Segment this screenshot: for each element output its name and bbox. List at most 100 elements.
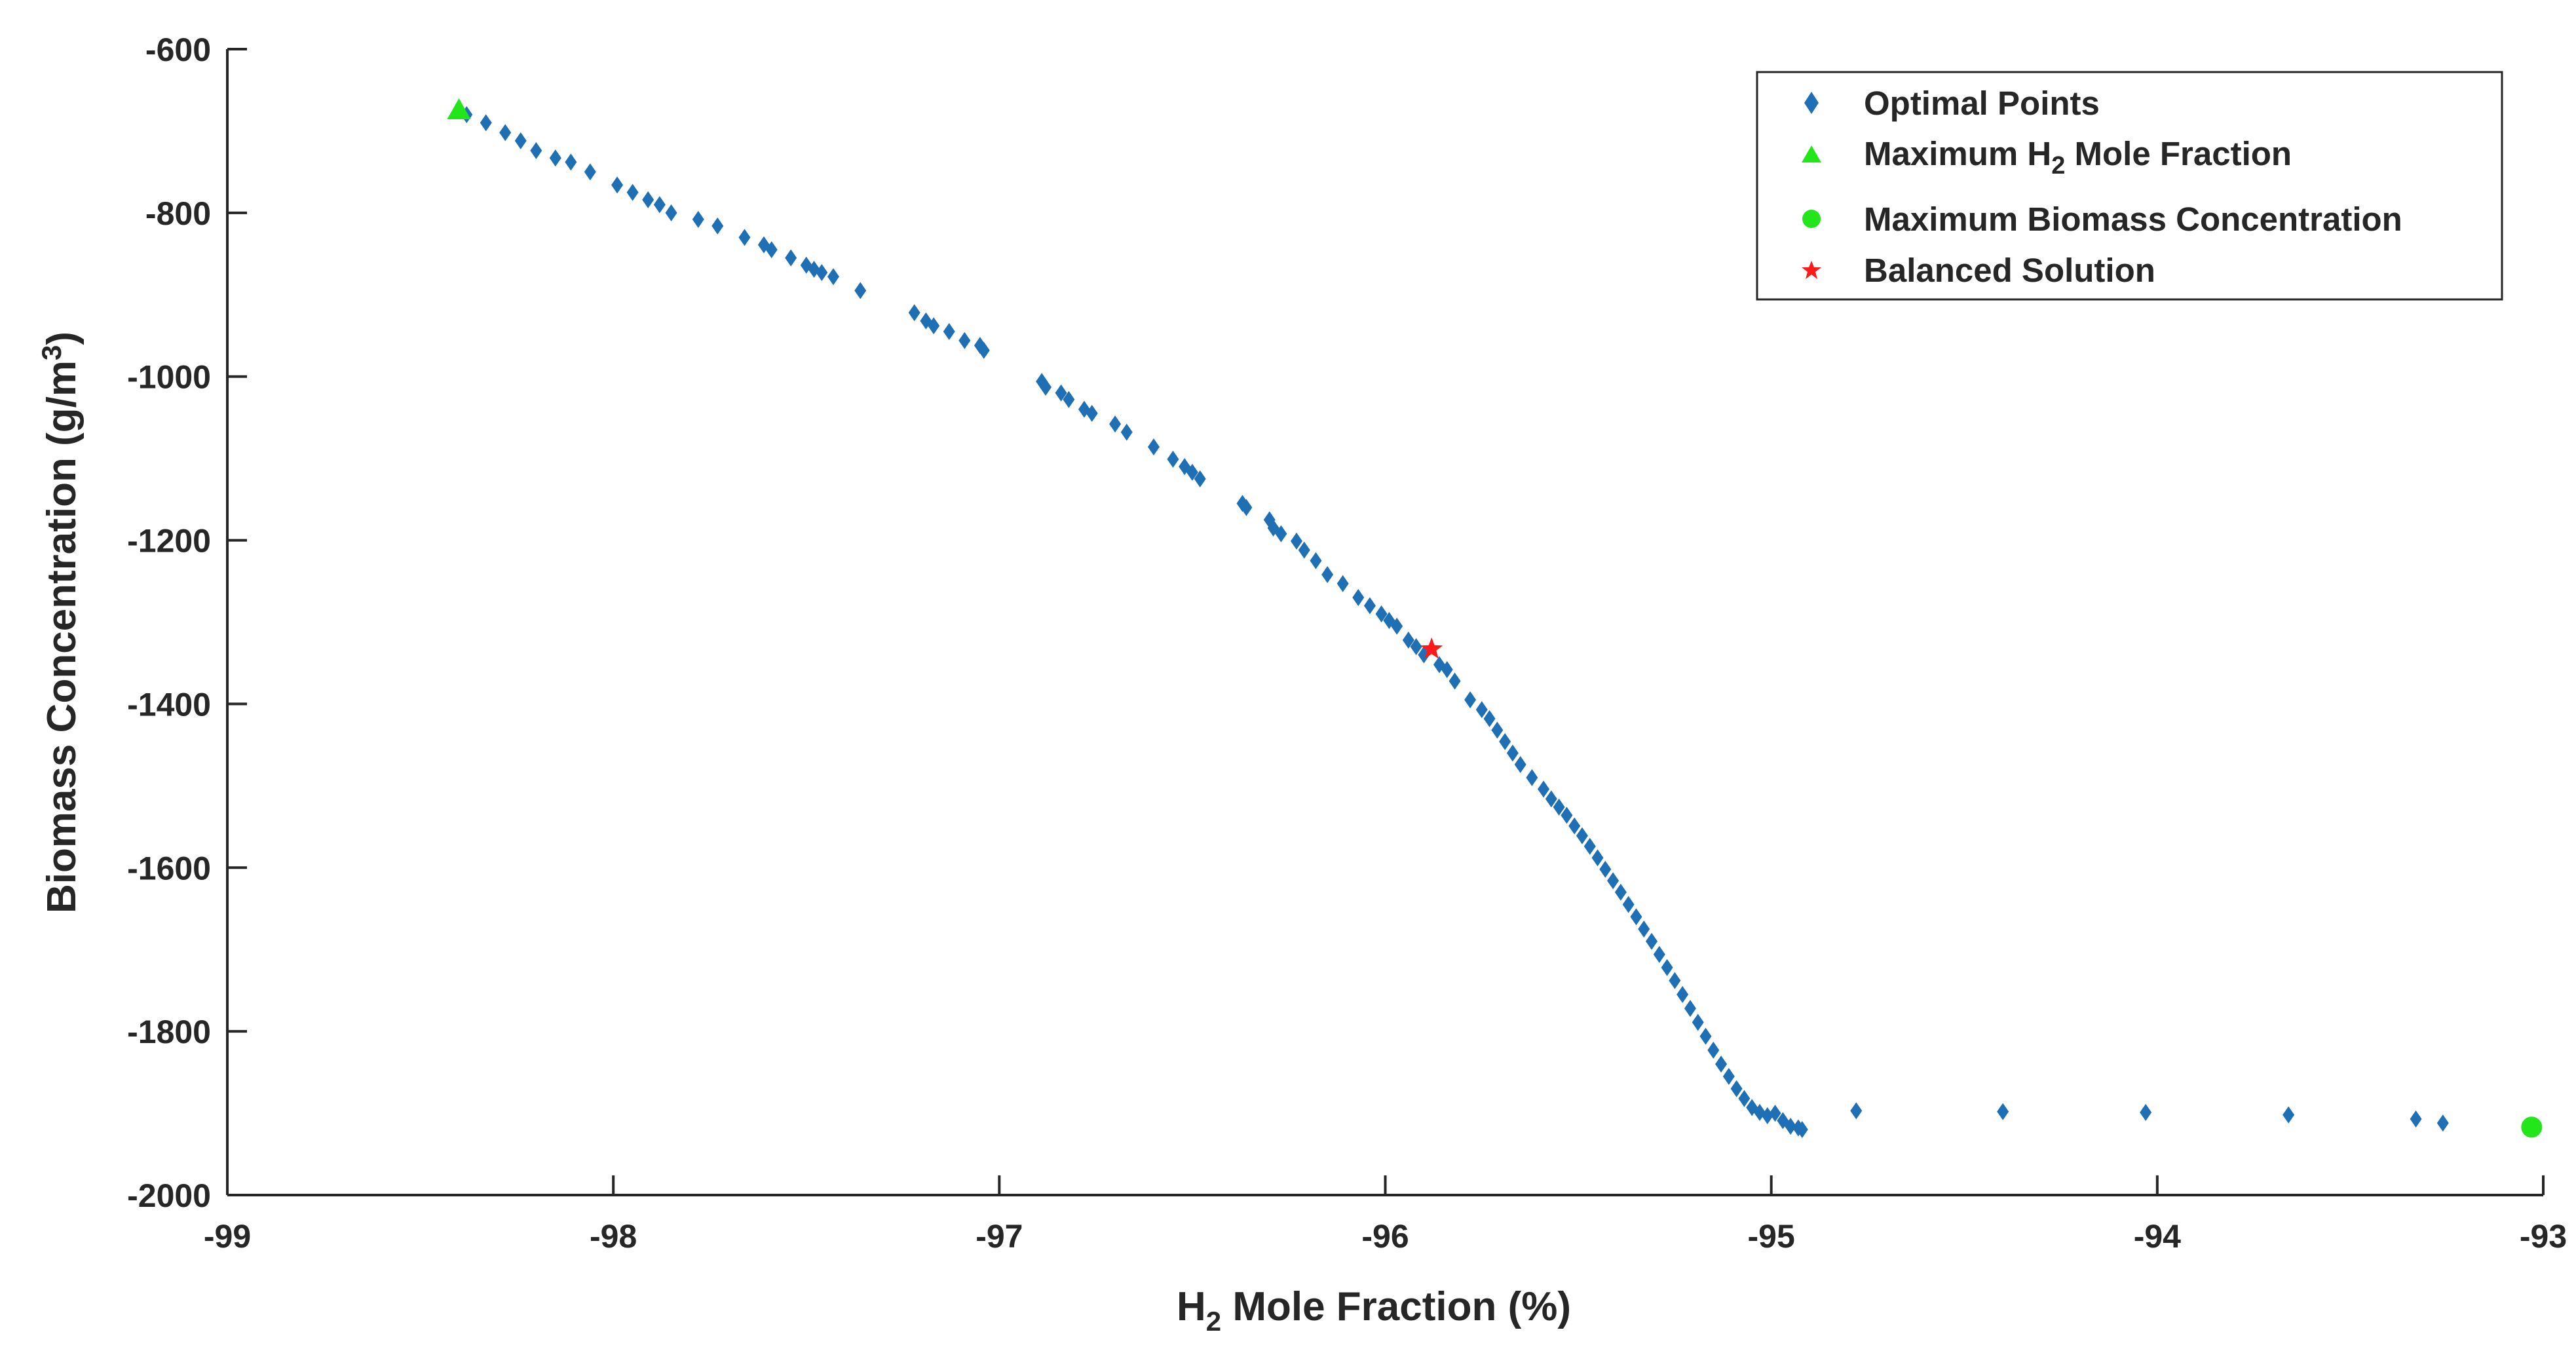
x-tick-label: -99 [204,1218,251,1255]
legend-triangle-marker [1802,145,1821,162]
optimal-point [1375,605,1388,623]
optimal-point [1669,972,1681,989]
optimal-point [1591,849,1604,867]
legend-diamond-marker [1804,92,1819,114]
optimal-point [1475,701,1488,719]
optimal-point [1086,404,1098,422]
data-points [461,105,2449,1139]
optimal-point [711,217,724,235]
x-tick-label: -93 [2520,1218,2567,1255]
y-tick-label: -1200 [127,523,211,560]
optimal-point [1275,525,1287,542]
optimal-point [1410,637,1422,655]
x-tick-label: -96 [1361,1218,1409,1255]
optimal-point [653,196,666,214]
optimal-point [1363,597,1376,615]
optimal-point [1148,438,1160,456]
optimal-point [854,282,867,299]
legend-item-max-h2: Maximum H2 Mole Fraction [1802,135,2292,180]
optimal-point [1722,1067,1735,1085]
optimal-point [611,176,624,194]
optimal-point [943,323,955,341]
legend-label-optimal-points: Optimal Points [1864,85,2100,122]
optimal-point [977,341,990,359]
max-biomass-marker [2521,1116,2543,1138]
optimal-point [1040,378,1052,396]
optimal-point [1483,710,1496,727]
optimal-point [827,268,839,286]
optimal-point [1769,1105,1781,1122]
optimal-point [1109,415,1122,433]
x-axis-title: H2 Mole Fraction (%) [1177,1284,1571,1337]
optimal-point [958,332,971,349]
special-markers [447,98,2543,1138]
optimal-point [1402,631,1414,649]
balanced-solution-marker [1420,637,1443,659]
optimal-point [499,124,512,142]
legend-label-balanced: Balanced Solution [1864,252,2155,289]
optimal-point [2436,1114,2449,1132]
optimal-point [2410,1110,2422,1128]
optimal-point [1063,390,1075,408]
optimal-point [1646,932,1658,950]
optimal-point [1583,837,1596,855]
legend-label-max-h2: Maximum H2 Mole Fraction [1864,135,2292,180]
optimal-point [785,249,797,267]
optimal-point [1607,872,1619,890]
optimal-point [2282,1106,2295,1124]
optimal-point [1418,646,1430,664]
optimal-point [1796,1121,1808,1139]
legend: Optimal Points Maximum H2 Mole Fraction … [1756,71,2503,301]
optimal-point [1707,1041,1720,1059]
x-tick-label: -94 [2134,1218,2181,1255]
optimal-point [1661,959,1673,976]
optimal-point [1526,769,1538,786]
optimal-point [1499,733,1511,750]
legend-item-optimal-points: Optimal Points [1804,85,2100,122]
y-tick-label: -600 [145,31,211,68]
optimal-point [1622,896,1635,913]
optimal-point [1449,672,1461,690]
optimal-point [765,241,778,259]
optimal-point [1653,945,1665,963]
optimal-point [1186,463,1198,481]
optimal-point [1761,1107,1773,1124]
optimal-point [1561,807,1573,824]
optimal-point [1506,744,1519,762]
optimal-point [1699,1027,1712,1045]
y-tick-label: -2000 [127,1177,211,1214]
optimal-point [1464,691,1477,709]
legend-box [1756,71,2503,301]
optimal-point [908,304,920,322]
optimal-point [1715,1056,1728,1073]
optimal-point [1599,860,1612,878]
optimal-point [1491,721,1504,739]
optimal-point [1538,780,1550,798]
optimal-point [1391,617,1403,635]
optimal-point [1514,755,1526,773]
x-ticks: -99 -98 -97 -96 -95 -94 -93 [204,1175,2567,1255]
optimal-point [1441,660,1453,678]
optimal-point [1997,1103,2009,1120]
optimal-point [1568,817,1581,835]
y-tick-label: -800 [145,195,211,232]
y-tick-label: -1800 [127,1014,211,1050]
optimal-point [1336,575,1349,592]
x-tick-label: -97 [975,1218,1023,1255]
optimal-point [1785,1118,1797,1135]
optimal-point [480,114,492,132]
legend-label-max-biomass: Maximum Biomass Concentration [1864,200,2402,238]
optimal-point [1298,541,1310,559]
optimal-point [1433,656,1445,674]
optimal-point [584,163,596,181]
optimal-point [1055,384,1067,402]
optimal-point [1614,883,1627,901]
optimal-point [1352,589,1365,607]
x-tick-label: -98 [590,1218,637,1255]
optimal-point [514,132,527,149]
y-tick-label: -1600 [127,850,211,886]
optimal-point [1676,985,1689,1003]
optimal-point [2140,1103,2152,1121]
